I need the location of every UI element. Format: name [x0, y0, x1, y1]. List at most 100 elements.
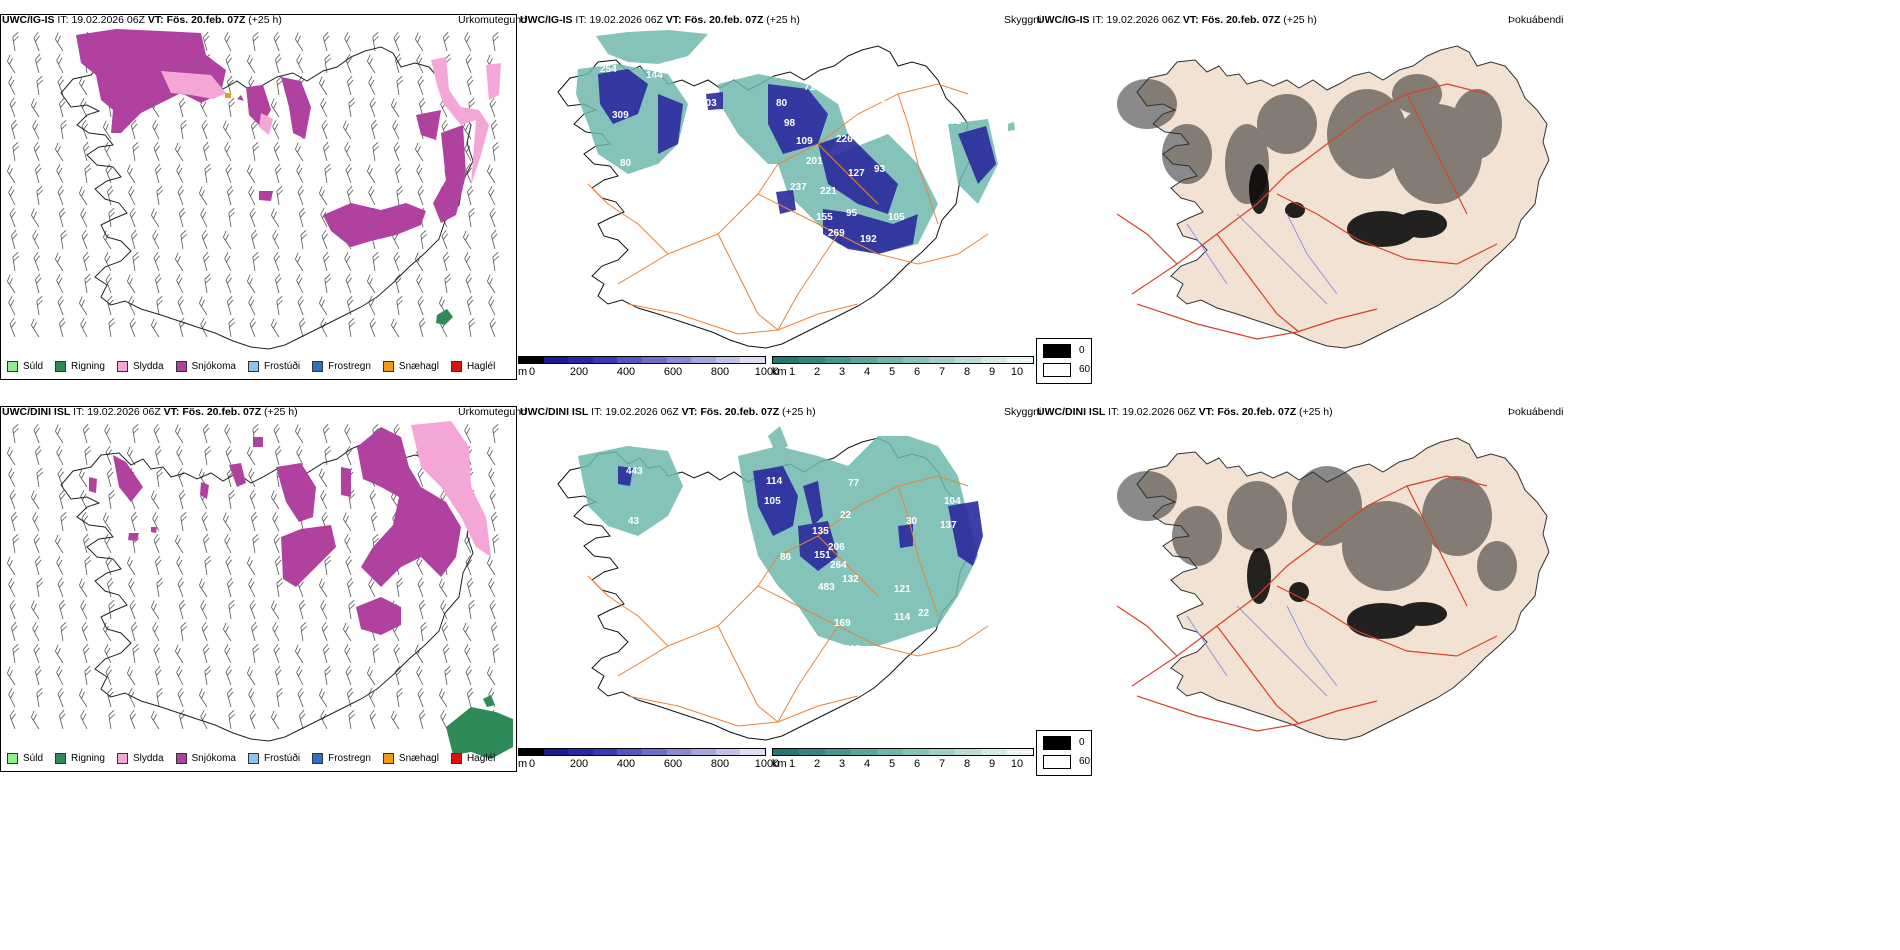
wind-barb — [9, 489, 16, 510]
wind-barb — [344, 644, 352, 664]
wind-barb — [34, 163, 42, 184]
wind-barb — [223, 622, 232, 642]
wind-barb — [274, 273, 282, 294]
wind-barb — [57, 75, 64, 96]
precip-legend-item: Frostúði — [247, 361, 301, 372]
wind-barb — [204, 665, 212, 686]
wind-barb — [396, 577, 404, 598]
wind-barb — [9, 97, 16, 118]
cloudbase-value-label: 103 — [604, 580, 621, 591]
wind-barb — [464, 424, 472, 444]
wind-barb — [440, 710, 448, 730]
cloudbase-value-label: 192 — [860, 234, 877, 245]
cloudbase-value-label: 98 — [784, 118, 796, 129]
rivers — [1186, 605, 1338, 697]
wind-barb — [154, 273, 162, 294]
wind-barb — [55, 644, 64, 664]
cloudbase-value-label: 105 — [888, 212, 905, 223]
wind-barb — [415, 142, 424, 162]
legend-swatch — [175, 753, 187, 764]
wind-barb — [271, 710, 280, 730]
wind-barb — [12, 533, 20, 554]
wind-barb — [247, 446, 256, 466]
wind-barb — [105, 665, 112, 686]
cloudbase-value-label: 264 — [830, 560, 847, 571]
colorbar-strip — [518, 748, 766, 756]
wind-barb — [228, 317, 236, 338]
wind-barb — [151, 318, 160, 338]
cloudbase-value-label: 146 — [758, 598, 775, 609]
precip-legend-item: Frostregn — [312, 753, 371, 764]
wind-barb — [223, 230, 232, 250]
cloudbase-value-label: 85 — [766, 204, 778, 215]
colorbar-unit: km — [772, 366, 787, 378]
cloudbase-value-label: 106 — [604, 182, 621, 193]
wind-barb — [224, 644, 232, 664]
wind-barb — [153, 533, 160, 554]
wind-barb — [32, 512, 40, 532]
wind-barb — [200, 318, 208, 338]
wind-barb — [228, 599, 236, 620]
wind-barb — [175, 534, 184, 554]
wind-barb — [152, 512, 160, 532]
precip-legend-item: Snæhagl — [382, 361, 439, 372]
wind-barb — [80, 318, 88, 338]
legend-label: Snjókoma — [191, 361, 236, 372]
wind-barb — [417, 75, 424, 96]
wind-barb — [492, 251, 500, 272]
wind-barb — [367, 274, 376, 294]
precip-map-row2 — [7, 421, 513, 759]
wind-barb — [36, 185, 44, 206]
legend-label: Frostúði — [263, 361, 301, 372]
wind-barb — [418, 317, 426, 338]
wind-barb — [175, 252, 184, 272]
cloudbase-value-label: 22 — [840, 510, 852, 521]
fog-map-row2 — [1116, 437, 1550, 741]
wind-barb — [464, 32, 472, 52]
cloudbase-value-label: 282 — [868, 94, 885, 105]
colorbar-tick: 6 — [913, 366, 921, 378]
wind-barb — [248, 468, 256, 488]
wind-barb — [463, 622, 472, 642]
wind-barb — [156, 185, 164, 206]
wind-barb — [248, 296, 256, 316]
wind-barb — [36, 687, 44, 708]
wind-barb — [225, 53, 232, 74]
cloudbase-value-label: 80 — [776, 98, 788, 109]
wind-barb — [396, 185, 404, 206]
wind-barb — [223, 120, 232, 140]
wind-barb — [465, 53, 472, 74]
wind-barb — [127, 446, 136, 466]
fog-grey-patches — [1117, 466, 1517, 591]
wind-barb — [252, 533, 260, 554]
wind-barb — [321, 621, 328, 642]
colorbar-tick: 2 — [813, 366, 821, 378]
legend-label: Frostregn — [328, 753, 371, 764]
wind-barb — [36, 75, 44, 96]
wind-barb — [60, 119, 68, 140]
wind-barb — [153, 141, 160, 162]
wind-barb — [490, 511, 498, 532]
wind-barb — [368, 186, 376, 206]
wind-barb — [106, 687, 114, 708]
precip-legend-item: Rigning — [55, 753, 105, 764]
wind-barb — [487, 164, 496, 184]
legend-swatch — [312, 361, 324, 372]
wind-barb — [441, 621, 448, 642]
fog-panel-row1 — [1037, 14, 1552, 380]
row1-header-left: UWC/IG-IS IT: 19.02.2026 06Z VT: Fös. 20… — [2, 14, 282, 26]
row1-header-middle: UWC/IG-IS IT: 19.02.2026 06Z VT: Fös. 20… — [520, 14, 800, 26]
wind-barb — [250, 229, 258, 250]
wind-barb — [247, 164, 256, 184]
wind-barb — [55, 32, 64, 52]
wind-barb — [348, 97, 356, 118]
wind-barb — [105, 163, 112, 184]
legend-swatch — [116, 753, 128, 764]
wind-barb — [396, 295, 404, 316]
legend-swatch — [450, 753, 462, 764]
wind-barb — [7, 274, 16, 294]
wind-barb — [79, 468, 88, 488]
cloudbase-value-label: 109 — [796, 136, 813, 147]
snow-pellets-spot — [225, 93, 231, 98]
